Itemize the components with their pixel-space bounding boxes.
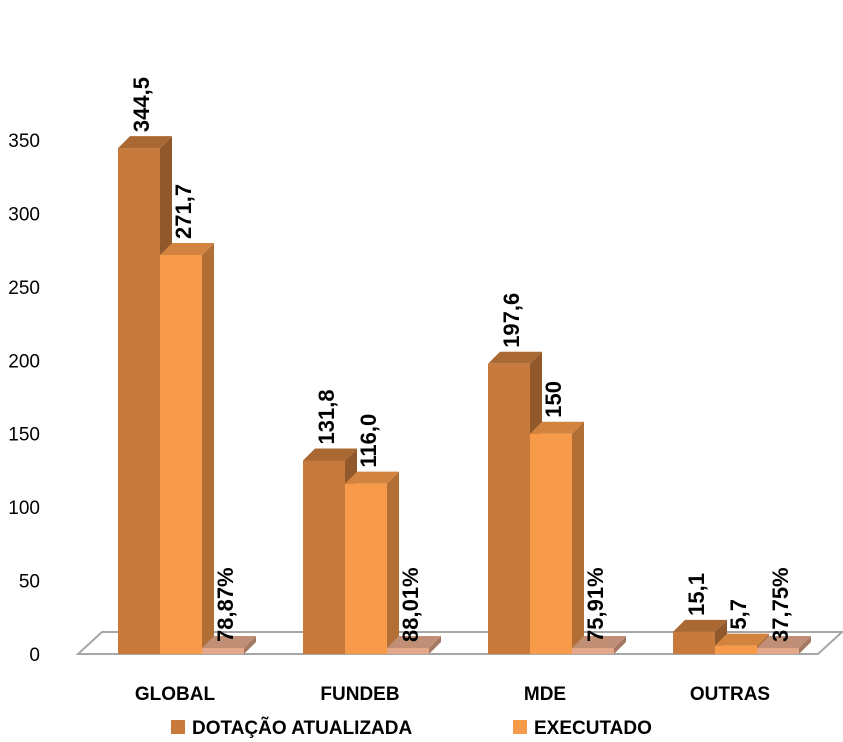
bar-side bbox=[429, 636, 441, 654]
data-label: 131,8 bbox=[314, 389, 339, 444]
bar-side bbox=[572, 421, 584, 654]
bar-side bbox=[387, 471, 399, 654]
legend-swatch-dotacao bbox=[171, 720, 185, 734]
bar-top bbox=[530, 421, 584, 434]
x-tick-label: OUTRAS bbox=[690, 684, 770, 705]
bar-side bbox=[244, 636, 256, 654]
y-tick-label: 250 bbox=[8, 278, 40, 299]
data-label: 5,7 bbox=[726, 599, 751, 630]
y-tick-label: 150 bbox=[8, 425, 40, 446]
bar bbox=[572, 648, 614, 654]
bar bbox=[303, 460, 345, 654]
data-label: 88,01% bbox=[398, 567, 423, 642]
axis-layer: 0 50 100 150 200 250 300 350 GLOBAL FUNDEB MDE OUTR… bbox=[8, 131, 843, 705]
legend-label-executado: EXECUTADO bbox=[534, 718, 652, 739]
bar bbox=[673, 631, 715, 654]
bar-layer bbox=[118, 136, 811, 654]
bar bbox=[118, 148, 160, 654]
y-tick-label: 300 bbox=[8, 204, 40, 225]
x-tick-label: GLOBAL bbox=[135, 684, 216, 705]
legend-label-dotacao: DOTAÇÃO ATUALIZADA bbox=[192, 717, 413, 739]
data-label: 37,75% bbox=[768, 567, 793, 642]
bar-side bbox=[799, 636, 811, 654]
legend: DOTAÇÃO ATUALIZADA EXECUTADO bbox=[171, 717, 652, 739]
label-layer: 344,5 271,7 78,87% 131,8 116,0 88,01% 197,6 150… bbox=[129, 77, 793, 642]
bar-top bbox=[488, 351, 542, 364]
bar bbox=[345, 483, 387, 654]
x-tick-label: FUNDEB bbox=[320, 684, 399, 705]
data-label: 78,87% bbox=[213, 567, 238, 642]
bar-top bbox=[673, 619, 727, 632]
legend-swatch-executado bbox=[513, 720, 527, 734]
y-tick-label: 200 bbox=[8, 351, 40, 372]
bar bbox=[160, 254, 202, 654]
bar bbox=[757, 648, 799, 654]
bar bbox=[387, 648, 429, 654]
bar-top bbox=[757, 636, 811, 648]
x-tick-label: MDE bbox=[524, 684, 566, 705]
y-tick-label: 0 bbox=[29, 645, 40, 666]
bar-top bbox=[202, 636, 256, 648]
data-label: 197,6 bbox=[499, 293, 524, 348]
y-tick-label: 100 bbox=[8, 498, 40, 519]
data-label: 344,5 bbox=[129, 77, 154, 132]
bar bbox=[530, 433, 572, 654]
bar bbox=[488, 363, 530, 654]
bar-top bbox=[160, 242, 214, 255]
bar-top bbox=[387, 636, 441, 648]
bar-side bbox=[614, 636, 626, 654]
bar-top bbox=[572, 636, 626, 648]
bar-top bbox=[345, 471, 399, 484]
data-label: 75,91% bbox=[583, 567, 608, 642]
y-tick-label: 50 bbox=[19, 572, 40, 593]
bar bbox=[715, 645, 757, 654]
bar-side bbox=[202, 242, 214, 654]
data-label: 150 bbox=[541, 381, 566, 418]
bar-top bbox=[303, 448, 357, 461]
bar-top bbox=[715, 633, 769, 646]
data-label: 15,1 bbox=[684, 573, 709, 616]
y-tick-label: 350 bbox=[8, 131, 40, 152]
bar bbox=[202, 648, 244, 654]
data-label: 116,0 bbox=[356, 414, 381, 468]
bar-top bbox=[118, 136, 172, 149]
data-label: 271,7 bbox=[171, 184, 196, 239]
